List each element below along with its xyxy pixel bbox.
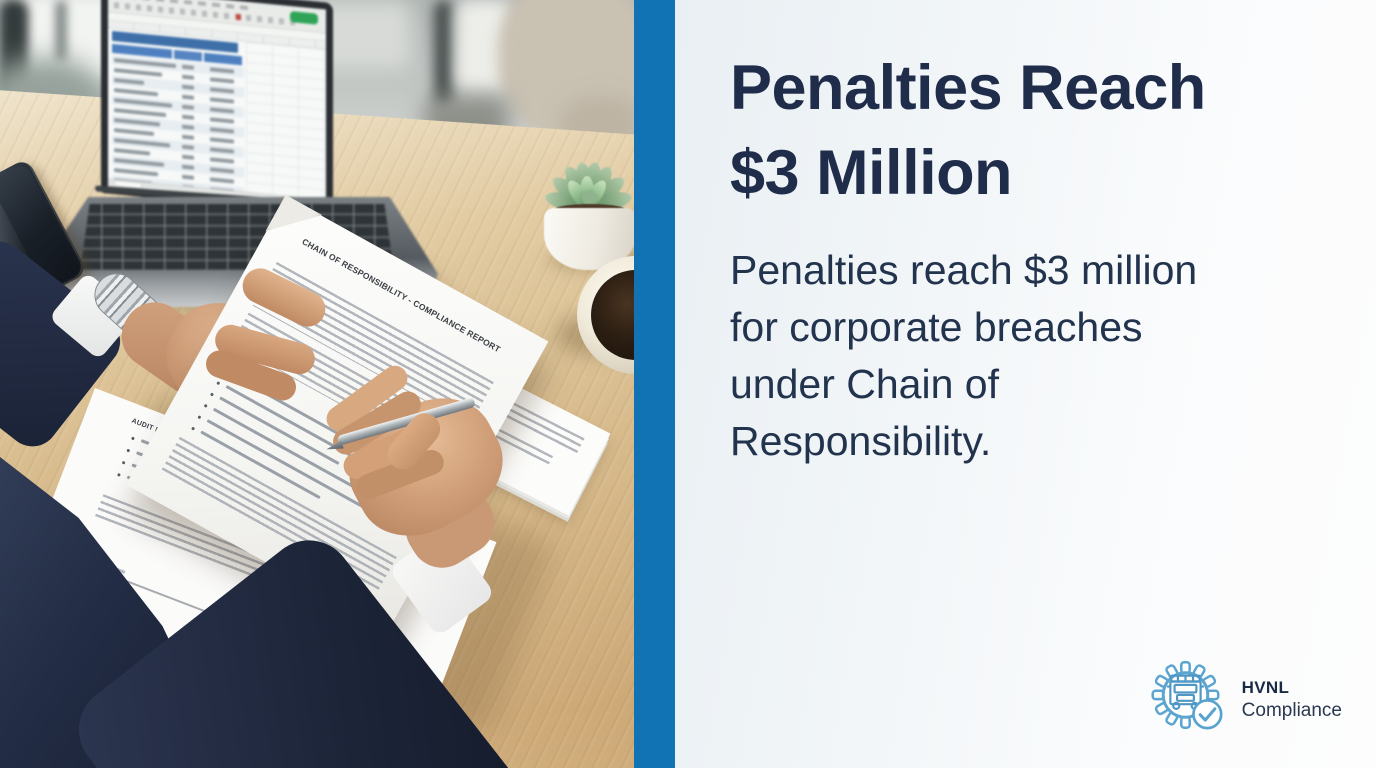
blue-divider-bar xyxy=(634,0,675,768)
body-text: Penalties reach $3 million for corporate… xyxy=(730,247,1198,464)
photo-compliance-review: AUDIT FINDINGS CHAIN OF RESPONSIBILITY -… xyxy=(0,0,634,768)
laptop-screen xyxy=(101,0,333,216)
content-panel: Penalties Reach $3 Million Penalties rea… xyxy=(675,0,1376,768)
spreadsheet-app xyxy=(108,0,326,208)
page-title: Penalties Reach $3 Million xyxy=(730,53,1206,208)
logo-brand-text: HVNL xyxy=(1241,678,1290,697)
truck-icon xyxy=(1166,674,1204,710)
gear-truck-check-icon xyxy=(1151,660,1223,730)
logo-tagline-text: Compliance xyxy=(1241,700,1342,721)
brand-logo: HVNL Compliance xyxy=(1146,652,1342,748)
spreadsheet-rows xyxy=(112,55,244,198)
check-badge-icon xyxy=(1191,699,1223,730)
coffee-mug xyxy=(555,256,634,376)
